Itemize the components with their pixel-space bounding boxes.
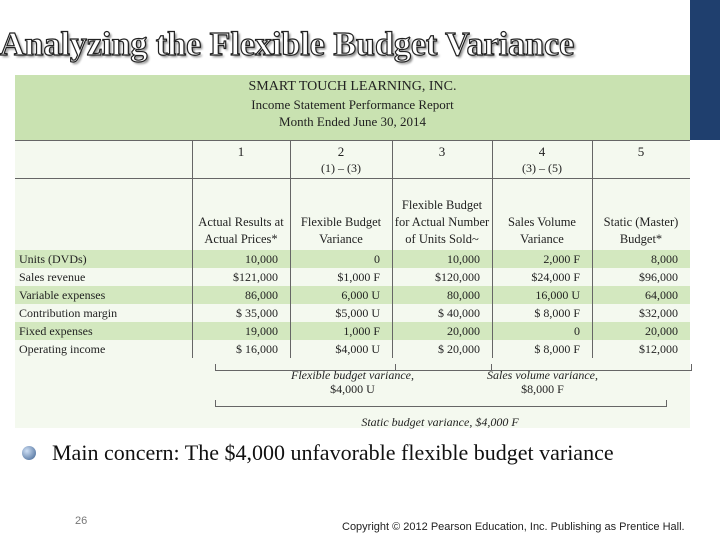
cell: $12,000 [639,342,678,356]
cell: $5,000 U [335,306,380,320]
cell: $ 35,000 [236,306,278,320]
accent-strip [690,0,720,140]
cell: $121,000 [233,270,278,284]
slide-title: Analyzing the Flexible Budget Variance [0,25,575,63]
column-rule [192,140,193,358]
cell: 19,000 [245,324,278,338]
column-rule [290,140,291,358]
cell: 2,000 F [543,252,580,266]
cell: $4,000 U [335,342,380,356]
cell: $32,000 [639,306,678,320]
row-stripe [15,322,690,340]
row-label: Sales revenue [19,270,86,284]
report-period: Month Ended June 30, 2014 [279,114,426,129]
cell: 0 [574,324,580,338]
report-name: Income Statement Performance Report [251,97,454,112]
cell: $ 40,000 [438,306,480,320]
bracket [395,364,692,371]
company-name: SMART TOUCH LEARNING, INC. [248,79,457,94]
row-label: Variable expenses [19,288,106,302]
variance-label: Sales volume variance, [487,368,598,382]
cell: 16,000 U [535,288,580,302]
variance-label: Flexible budget variance, [291,368,414,382]
cell: $24,000 F [531,270,580,284]
cell: 6,000 U [341,288,380,302]
variance-amount: $4,000 U [330,382,375,396]
row-label: Fixed expenses [19,324,93,338]
column-header: Actual Results at Actual Prices* [198,215,284,246]
column-number: 2 [337,144,345,159]
column-rule [392,140,393,358]
column-number: 4 [538,144,546,159]
column-rule [592,140,593,358]
header-band [15,75,690,140]
rule [15,140,690,141]
cell: $1,000 F [337,270,380,284]
cell: 64,000 [645,288,678,302]
cell: 20,000 [447,324,480,338]
bullet-text: Main concern: The $4,000 unfavorable fle… [52,440,614,465]
row-label: Contribution margin [19,306,118,320]
cell: 20,000 [645,324,678,338]
row-label: Operating income [19,342,106,356]
bracket [215,400,667,407]
row-stripe [15,250,690,268]
cell: 80,000 [447,288,480,302]
column-formula: (1) – (3) [321,161,361,175]
performance-report: SMART TOUCH LEARNING, INC. Income Statem… [15,75,692,429]
cell: 1,000 F [343,324,380,338]
column-header: Sales Volume Variance [508,215,576,246]
column-number: 1 [237,144,245,159]
column-header: Static (Master) Budget* [603,215,679,246]
copyright: Copyright © 2012 Pearson Education, Inc.… [342,521,685,533]
cell: $ 8,000 F [534,342,580,356]
variance-amount: $8,000 F [521,382,564,396]
bullet-icon [22,446,36,460]
column-number: 5 [637,144,645,159]
column-formula: (3) – (5) [522,161,562,175]
column-header: Flexible Budget Variance [300,215,382,246]
cell: 0 [374,252,380,266]
row-stripe [15,286,690,304]
cell: 10,000 [447,252,480,266]
cell: 8,000 [651,252,678,266]
cell: 86,000 [245,288,278,302]
static-variance: Static budget variance, $4,000 F [361,415,519,429]
column-rule [492,140,493,358]
cell: $ 16,000 [236,342,278,356]
cell: $96,000 [639,270,678,284]
bracket [215,364,492,371]
page-number: 26 [75,515,88,527]
cell: $ 20,000 [438,342,480,356]
cell: $120,000 [435,270,480,284]
rule [15,178,690,179]
column-header: Flexible Budget for Actual Number of Uni… [394,198,490,246]
column-number: 3 [438,144,446,159]
cell: 10,000 [245,252,278,266]
cell: $ 8,000 F [534,306,580,320]
row-label: Units (DVDs) [19,252,87,266]
